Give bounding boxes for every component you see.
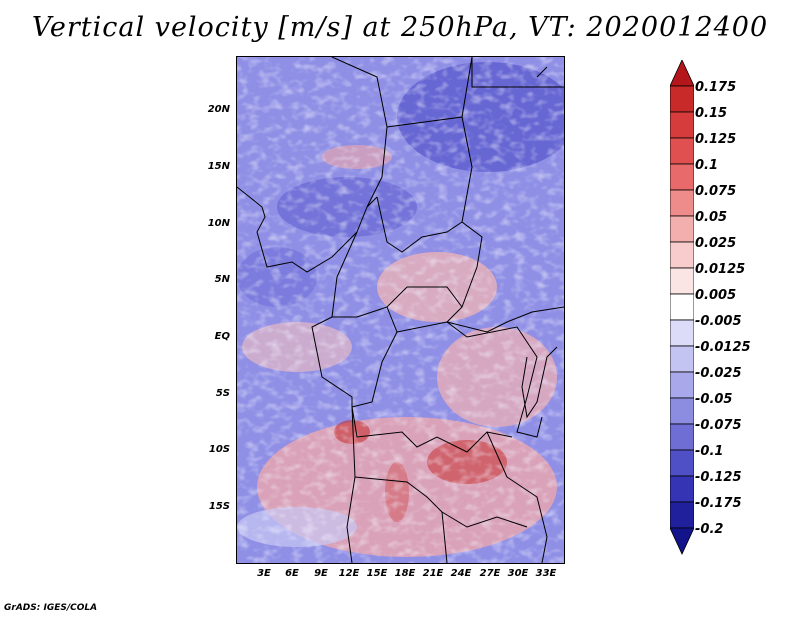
country-borders bbox=[237, 57, 564, 563]
colorbar-segment bbox=[670, 345, 694, 373]
colorbar-segment bbox=[670, 449, 694, 477]
colorbar-segment bbox=[670, 293, 694, 321]
colorbar-label: 0.05 bbox=[695, 210, 728, 225]
lon-label: 30E bbox=[507, 568, 529, 579]
grads-credit: GrADS: IGES/COLA bbox=[4, 603, 98, 613]
colorbar-segment bbox=[670, 527, 694, 555]
colorbar-label: 0.1 bbox=[695, 158, 719, 173]
map-canvas bbox=[237, 57, 564, 563]
colorbar-segment bbox=[670, 423, 694, 451]
lon-label: 24E bbox=[450, 568, 472, 579]
colorbar-label: -0.1 bbox=[695, 444, 724, 459]
colorbar-label: 0.175 bbox=[695, 80, 737, 95]
colorbar-label: -0.175 bbox=[695, 496, 742, 511]
lat-label: 5S bbox=[215, 388, 230, 399]
colorbar-segment bbox=[670, 163, 694, 191]
lon-label: 9E bbox=[314, 568, 328, 579]
colorbar-label: 0.15 bbox=[695, 106, 728, 121]
lon-label: 3E bbox=[257, 568, 271, 579]
lat-label: 10S bbox=[208, 444, 230, 455]
colorbar-label: -0.005 bbox=[695, 314, 742, 329]
lat-label: EQ bbox=[214, 331, 230, 342]
colorbar bbox=[670, 60, 694, 555]
lat-label: 20N bbox=[207, 104, 230, 115]
colorbar-segment bbox=[670, 475, 694, 503]
colorbar-segment bbox=[670, 267, 694, 295]
colorbar-label: 0.075 bbox=[695, 184, 737, 199]
colorbar-segment bbox=[670, 319, 694, 347]
colorbar-label: -0.05 bbox=[695, 392, 733, 407]
colorbar-label: -0.2 bbox=[695, 522, 724, 537]
colorbar-segment bbox=[670, 397, 694, 425]
colorbar-label: -0.025 bbox=[695, 366, 742, 381]
colorbar-label: -0.0125 bbox=[695, 340, 751, 355]
colorbar-segment bbox=[670, 60, 694, 87]
colorbar-segment bbox=[670, 137, 694, 165]
lat-label: 15N bbox=[207, 161, 230, 172]
colorbar-label: 0.0125 bbox=[695, 262, 746, 277]
lon-label: 18E bbox=[394, 568, 416, 579]
lon-label: 6E bbox=[285, 568, 299, 579]
lat-label: 10N bbox=[207, 218, 230, 229]
colorbar-label: 0.125 bbox=[695, 132, 737, 147]
colorbar-segment bbox=[670, 189, 694, 217]
lon-label: 12E bbox=[338, 568, 360, 579]
colorbar-label: -0.075 bbox=[695, 418, 742, 433]
colorbar-segment bbox=[670, 371, 694, 399]
lon-label: 33E bbox=[535, 568, 557, 579]
colorbar-label: 0.005 bbox=[695, 288, 737, 303]
colorbar-segment bbox=[670, 85, 694, 113]
lon-label: 27E bbox=[479, 568, 501, 579]
colorbar-segment bbox=[670, 241, 694, 269]
lon-label: 21E bbox=[422, 568, 444, 579]
noise-texture bbox=[237, 57, 564, 563]
colorbar-segment bbox=[670, 111, 694, 139]
vertical-velocity-map bbox=[236, 56, 565, 564]
lat-label: 5N bbox=[214, 274, 230, 285]
lon-label: 15E bbox=[366, 568, 388, 579]
lat-label: 15S bbox=[208, 501, 230, 512]
chart-title: Vertical velocity [m/s] at 250hPa, VT: 2… bbox=[31, 12, 769, 43]
colorbar-segment bbox=[670, 215, 694, 243]
colorbar-label: -0.125 bbox=[695, 470, 742, 485]
colorbar-label: 0.025 bbox=[695, 236, 737, 251]
colorbar-segment bbox=[670, 501, 694, 529]
